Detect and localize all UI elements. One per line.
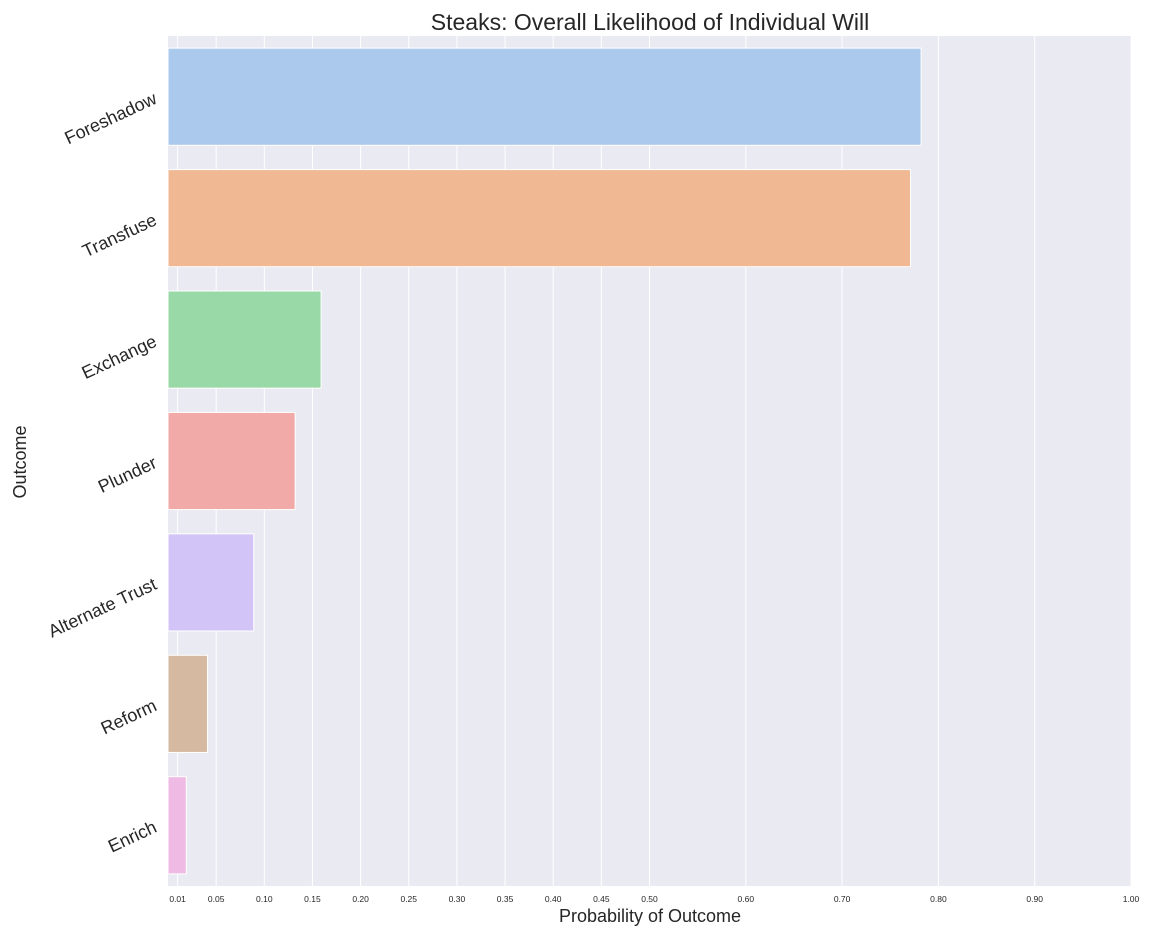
category-label: Alternate Trust xyxy=(45,574,160,642)
bars xyxy=(167,47,922,875)
bar-exchange xyxy=(167,290,322,389)
x-tick-label: 0.90 xyxy=(1026,894,1043,904)
x-tick-label: 0.40 xyxy=(545,894,562,904)
x-tick-label: 0.70 xyxy=(834,894,851,904)
x-tick-label: 0.01 xyxy=(169,894,186,904)
x-tick-label: 0.05 xyxy=(208,894,225,904)
x-tick-label: 0.15 xyxy=(304,894,321,904)
category-labels: Foreshadow Transfuse Exchange Plunder Altern… xyxy=(45,88,160,857)
bar-reform xyxy=(167,654,208,753)
y-axis-label: Outcome xyxy=(10,425,30,498)
category-label: Transfuse xyxy=(79,210,159,262)
x-tick-label: 0.50 xyxy=(641,894,658,904)
category-label: Exchange xyxy=(79,331,160,383)
x-tick-label: 0.25 xyxy=(400,894,417,904)
x-tick-label: 0.35 xyxy=(497,894,514,904)
category-label: Enrich xyxy=(105,817,160,857)
bar-plunder xyxy=(167,411,296,511)
x-tick-label: 1.00 xyxy=(1123,894,1140,904)
category-label: Plunder xyxy=(95,452,160,496)
x-tick-label: 0.10 xyxy=(256,894,273,904)
bar-alternate-trust xyxy=(167,533,255,632)
category-label: Foreshadow xyxy=(61,88,160,148)
x-tick-label: 0.80 xyxy=(930,894,947,904)
chart-title: Steaks: Overall Likelihood of Individual… xyxy=(431,9,869,35)
x-tick-label: 0.60 xyxy=(738,894,755,904)
x-tick-label: 0.30 xyxy=(449,894,466,904)
x-axis-label: Probability of Outcome xyxy=(559,906,741,926)
x-tick-label: 0.20 xyxy=(352,894,369,904)
x-tick-labels: 0.01 0.05 0.10 0.15 0.20 0.25 0.30 0.35 0.40 0.45… xyxy=(169,894,1139,904)
bar-enrich xyxy=(167,776,187,875)
bar-foreshadow xyxy=(167,47,922,146)
x-tick-label: 0.45 xyxy=(593,894,610,904)
category-label: Reform xyxy=(98,695,160,738)
bar-transfuse xyxy=(167,169,911,268)
